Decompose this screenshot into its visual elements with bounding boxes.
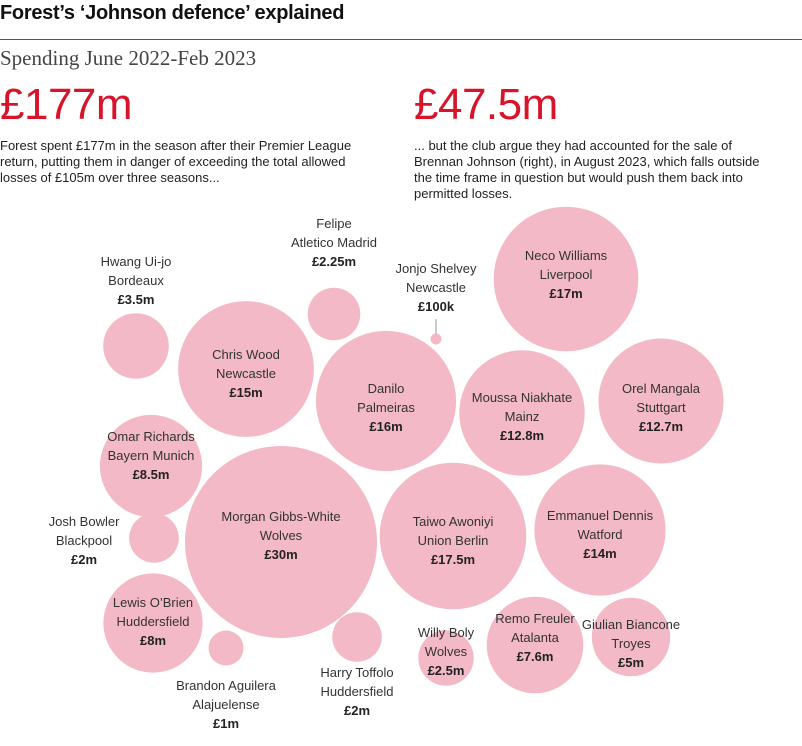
label-name-harry-toffolo: Harry Toffolo: [320, 665, 393, 680]
bubble-orel-mangala: [598, 338, 724, 464]
bubble-chris-wood: [178, 301, 314, 437]
bubble-willy-boly: [418, 630, 474, 686]
label-value-giulian-biancone: £5m: [618, 655, 644, 670]
stat-sale-text: ... but the club argue they had accounte…: [414, 138, 760, 201]
label-club-hwang-ui-jo: Bordeaux: [108, 273, 164, 288]
label-name-giulian-biancone: Giulian Biancone: [582, 617, 680, 632]
stat-spent-text: Forest spent £177m in the season after t…: [0, 138, 352, 185]
label-name-omar-richards: Omar Richards: [107, 429, 195, 444]
label-name-remo-freuler: Remo Freuler: [495, 611, 575, 626]
label-name-moussa-niakhate: Moussa Niakhate: [472, 390, 572, 405]
title-rule: [0, 39, 802, 40]
chart-subtitle: Spending June 2022-Feb 2023: [0, 46, 257, 70]
label-value-danilo: £16m: [369, 419, 402, 434]
label-name-chris-wood: Chris Wood: [212, 347, 280, 362]
bubble-giulian-biancone: [591, 597, 671, 677]
label-club-orel-mangala: Stuttgart: [636, 400, 686, 415]
bubble-danilo: [315, 330, 457, 472]
label-name-hwang-ui-jo: Hwang Ui-jo: [101, 254, 172, 269]
label-value-orel-mangala: £12.7m: [639, 419, 683, 434]
label-club-harry-toffolo: Huddersfield: [321, 684, 394, 699]
label-club-josh-bowler: Blackpool: [56, 533, 112, 548]
label-club-emmanuel-dennis: Watford: [577, 527, 622, 542]
label-club-omar-richards: Bayern Munich: [108, 448, 195, 463]
label-value-josh-bowler: £2m: [71, 552, 97, 567]
label-club-brandon-aguilera: Alajuelense: [192, 697, 259, 712]
label-club-giulian-biancone: Troyes: [611, 636, 651, 651]
bubble-jonjo-shelvey: [430, 333, 442, 345]
label-name-felipe: Felipe: [316, 216, 351, 231]
label-value-omar-richards: £8.5m: [133, 467, 170, 482]
bubble-brandon-aguilera: [208, 630, 244, 666]
label-name-danilo: Danilo: [368, 381, 405, 396]
label-value-moussa-niakhate: £12.8m: [500, 428, 544, 443]
bubble-taiwo-awoniyi: [379, 462, 527, 610]
label-value-emmanuel-dennis: £14m: [583, 546, 616, 561]
bubble-felipe: [307, 287, 361, 341]
label-value-remo-freuler: £7.6m: [517, 649, 554, 664]
label-value-jonjo-shelvey: £100k: [418, 299, 455, 314]
bubble-neco-williams: [493, 206, 639, 352]
label-club-remo-freuler: Atalanta: [511, 630, 559, 645]
label-value-harry-toffolo: £2m: [344, 703, 370, 718]
label-club-moussa-niakhate: Mainz: [505, 409, 540, 424]
bubble-omar-richards: [99, 414, 203, 518]
stat-sale-figure: £47.5m: [414, 80, 558, 129]
stat-spent-figure: £177m: [0, 80, 133, 129]
label-club-morgan-gibbs-white: Wolves: [260, 528, 303, 543]
bubble-moussa-niakhate: [459, 350, 585, 476]
bubble-emmanuel-dennis: [534, 464, 666, 596]
label-name-taiwo-awoniyi: Taiwo Awoniyi: [413, 514, 494, 529]
label-club-jonjo-shelvey: Newcastle: [406, 280, 466, 295]
label-value-chris-wood: £15m: [229, 385, 262, 400]
label-club-neco-williams: Liverpool: [540, 267, 593, 282]
label-name-orel-mangala: Orel Mangala: [622, 381, 701, 396]
label-name-neco-williams: Neco Williams: [525, 248, 608, 263]
label-club-danilo: Palmeiras: [357, 400, 415, 415]
label-name-jonjo-shelvey: Jonjo Shelvey: [396, 261, 477, 276]
bubble-lewis-o-brien: [103, 573, 203, 673]
label-club-taiwo-awoniyi: Union Berlin: [418, 533, 489, 548]
bubble-remo-freuler: [486, 596, 584, 694]
label-value-taiwo-awoniyi: £17.5m: [431, 552, 475, 567]
label-name-brandon-aguilera: Brandon Aguilera: [176, 678, 277, 693]
label-name-emmanuel-dennis: Emmanuel Dennis: [547, 508, 654, 523]
bubble-harry-toffolo: [332, 612, 382, 662]
label-club-lewis-o-brien: Huddersfield: [117, 614, 190, 629]
label-club-chris-wood: Newcastle: [216, 366, 276, 381]
label-name-willy-boly: Willy Boly: [418, 625, 475, 640]
label-value-morgan-gibbs-white: £30m: [264, 547, 297, 562]
label-value-brandon-aguilera: £1m: [213, 716, 239, 731]
label-value-felipe: £2.25m: [312, 254, 356, 269]
label-name-morgan-gibbs-white: Morgan Gibbs-White: [221, 509, 340, 524]
bubble-josh-bowler: [129, 513, 179, 563]
label-value-lewis-o-brien: £8m: [140, 633, 166, 648]
label-club-willy-boly: Wolves: [425, 644, 468, 659]
label-club-felipe: Atletico Madrid: [291, 235, 377, 250]
label-name-lewis-o-brien: Lewis O’Brien: [113, 595, 193, 610]
chart-title: Forest’s ‘Johnson defence’ explained: [0, 2, 345, 24]
label-value-willy-boly: £2.5m: [428, 663, 465, 678]
label-value-hwang-ui-jo: £3.5m: [118, 292, 155, 307]
bubble-morgan-gibbs-white: [185, 446, 377, 638]
bubble-hwang-ui-jo: [103, 313, 169, 379]
label-value-neco-williams: £17m: [549, 286, 582, 301]
label-name-josh-bowler: Josh Bowler: [49, 514, 120, 529]
